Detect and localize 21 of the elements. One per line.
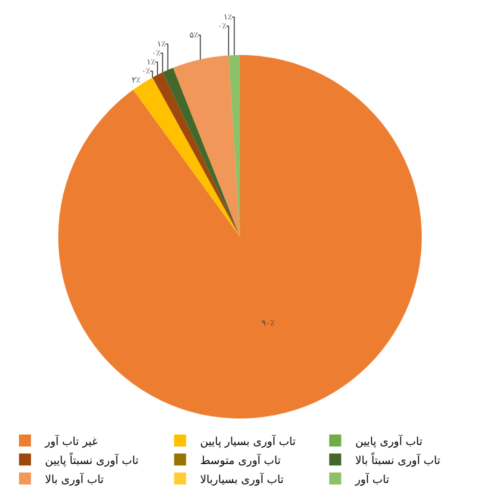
data-label: ۵٪ (190, 30, 198, 40)
data-label: ۲٪ (132, 76, 140, 85)
pie-slice (133, 77, 240, 237)
legend-label: تاب آوری بسیاربالا (200, 472, 284, 486)
legend-label: تاب آوری نسبتاً پایین (45, 451, 139, 467)
legend-label: تاب آوری بسیار پایین (200, 434, 296, 448)
legend-label: تاب آوری بالا (45, 472, 104, 486)
text: ۰٪ (142, 66, 150, 76)
legend-label: تاب آوری نسبتاً بالا (355, 451, 440, 467)
text: ۰٪ (152, 48, 160, 58)
data-label: ۱٪ (146, 58, 156, 67)
data-label: ۱٪ (223, 12, 232, 22)
pie-slice (173, 55, 240, 237)
legend-label: تاب آور (354, 472, 390, 486)
data-label: ۹۰٪ (262, 318, 275, 328)
legend-label: غیر تاب آور (44, 434, 98, 448)
text: ۰٪ (218, 22, 226, 31)
legend-label: تاب آوری پایین (355, 434, 422, 448)
data-label: ۱٪ (156, 40, 166, 49)
pie-slice (58, 55, 422, 418)
legend-label: تاب آوری متوسط (200, 452, 281, 467)
